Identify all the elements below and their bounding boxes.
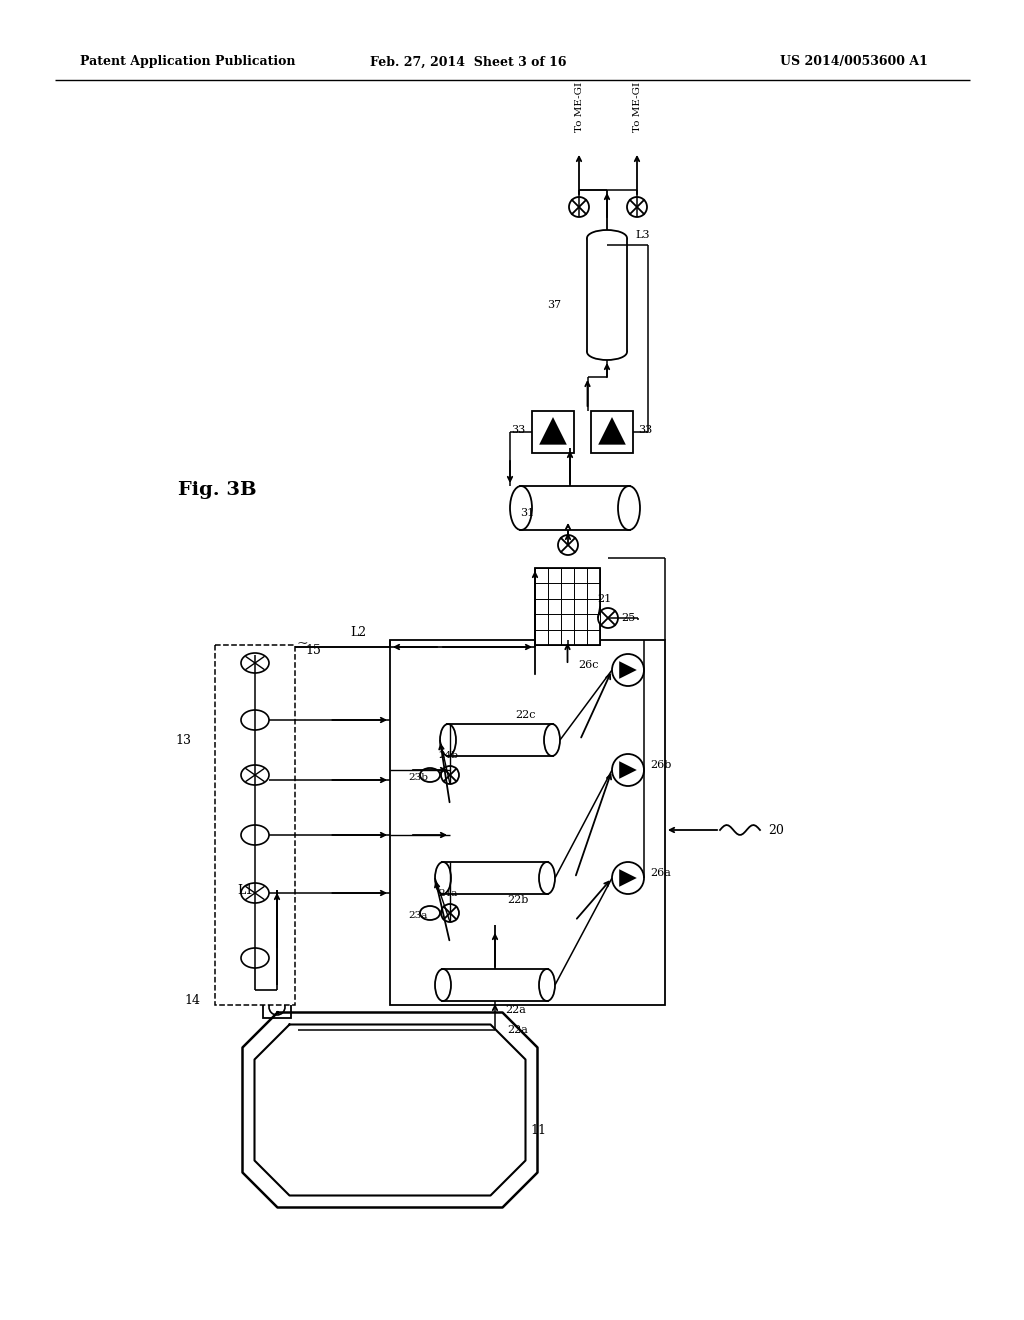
Text: 33: 33 [638,425,652,436]
Bar [446,723,554,756]
Bar [441,862,549,894]
Circle shape [569,197,589,216]
Bar [519,486,631,531]
Text: 23b: 23b [408,772,428,781]
Text: To ME-GI: To ME-GI [574,82,584,132]
Text: 22b: 22b [507,895,528,906]
Circle shape [627,197,647,216]
Text: 22a: 22a [505,1005,526,1015]
Text: 23a: 23a [408,911,427,920]
Text: 20: 20 [768,824,784,837]
Polygon shape [620,762,637,779]
Text: 13: 13 [175,734,191,747]
Ellipse shape [544,723,560,756]
Ellipse shape [435,862,451,894]
Bar [441,969,549,1001]
Circle shape [612,862,644,894]
Ellipse shape [510,486,532,531]
Bar [390,640,665,1005]
Text: 26c: 26c [578,660,598,671]
Circle shape [441,766,459,784]
Text: Patent Application Publication: Patent Application Publication [80,55,296,69]
Text: L1: L1 [237,883,253,896]
Ellipse shape [241,766,269,785]
Ellipse shape [420,768,440,781]
Text: ~: ~ [297,638,308,651]
Ellipse shape [539,969,555,1001]
Polygon shape [598,417,626,445]
Ellipse shape [241,710,269,730]
Ellipse shape [587,230,627,246]
Text: 11: 11 [530,1123,546,1137]
Text: To ME-GI: To ME-GI [633,82,641,132]
Text: Feb. 27, 2014  Sheet 3 of 16: Feb. 27, 2014 Sheet 3 of 16 [370,55,566,69]
Text: 22c: 22c [515,710,536,719]
Bar [591,412,633,453]
Circle shape [441,904,459,921]
Text: L3: L3 [635,230,649,240]
Text: 26b: 26b [650,760,672,770]
Text: L2: L2 [350,626,367,639]
Circle shape [598,609,618,628]
Text: 26a: 26a [650,869,671,878]
Ellipse shape [539,862,555,894]
Ellipse shape [241,948,269,968]
Polygon shape [620,661,637,678]
Circle shape [558,535,578,554]
Text: 33: 33 [511,425,525,436]
Text: 24b: 24b [438,751,458,759]
Polygon shape [620,869,637,887]
Ellipse shape [241,825,269,845]
Ellipse shape [618,486,640,531]
Text: Fig. 3B: Fig. 3B [178,480,257,499]
Text: 37: 37 [547,300,561,310]
Text: 22a: 22a [507,1026,528,1035]
Circle shape [612,754,644,785]
Ellipse shape [241,883,269,903]
Text: US 2014/0053600 A1: US 2014/0053600 A1 [780,55,928,69]
Circle shape [269,999,285,1015]
Text: 24a: 24a [438,888,458,898]
Text: 31: 31 [520,508,535,517]
Ellipse shape [420,906,440,920]
Bar [263,997,291,1018]
Bar [532,412,573,453]
Ellipse shape [435,969,451,1001]
Bar [587,238,627,352]
Circle shape [612,653,644,686]
Text: 14: 14 [184,994,200,1006]
Polygon shape [540,417,567,445]
Text: 21: 21 [597,594,611,603]
Text: 15: 15 [305,644,321,656]
Bar [215,645,295,1005]
Text: 25: 25 [621,612,635,623]
Bar [535,568,600,645]
Ellipse shape [440,723,456,756]
Ellipse shape [587,345,627,360]
Ellipse shape [241,653,269,673]
